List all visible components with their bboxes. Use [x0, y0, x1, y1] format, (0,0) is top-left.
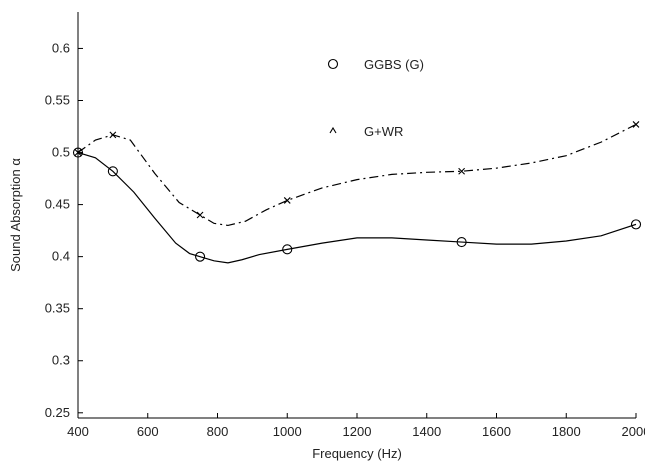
x-tick-label: 400: [67, 424, 89, 439]
y-tick-label: 0.55: [45, 92, 70, 107]
x-tick-label: 600: [137, 424, 159, 439]
x-tick-label: 1800: [552, 424, 581, 439]
legend-marker: [327, 58, 339, 70]
legend-marker: [329, 126, 337, 134]
x-tick-label: 800: [207, 424, 229, 439]
x-tick-label: 1600: [482, 424, 511, 439]
data-point: [456, 237, 467, 248]
y-tick-label: 0.6: [52, 40, 70, 55]
x-tick-label: 1000: [273, 424, 302, 439]
series-line-1: [77, 151, 637, 264]
data-point: [282, 244, 293, 255]
y-tick-label: 0.5: [52, 145, 70, 160]
x-axis-title: Frequency (Hz): [312, 446, 402, 461]
data-point: [458, 167, 466, 175]
y-tick-label: 0.25: [45, 405, 70, 420]
legend-label: GGBS (G): [364, 57, 424, 72]
data-point: [72, 147, 84, 158]
data-point: [107, 166, 118, 177]
data-point: [196, 211, 204, 219]
data-point: [632, 121, 640, 128]
legend-label: G+WR: [364, 124, 403, 139]
y-axis-title: Sound Absorption α: [8, 158, 23, 272]
data-point: [109, 131, 117, 139]
y-tick-label: 0.3: [52, 353, 70, 368]
data-point: [74, 149, 82, 156]
data-point: [283, 197, 291, 204]
series-line-2: [77, 123, 637, 227]
data-point: [195, 251, 206, 262]
y-tick-label: 0.4: [52, 249, 70, 264]
x-tick-label: 1200: [343, 424, 372, 439]
y-tick-label: 0.35: [45, 301, 70, 316]
y-tick-label: 0.45: [45, 197, 70, 212]
x-tick-label: 1400: [412, 424, 441, 439]
data-point: [630, 219, 642, 230]
